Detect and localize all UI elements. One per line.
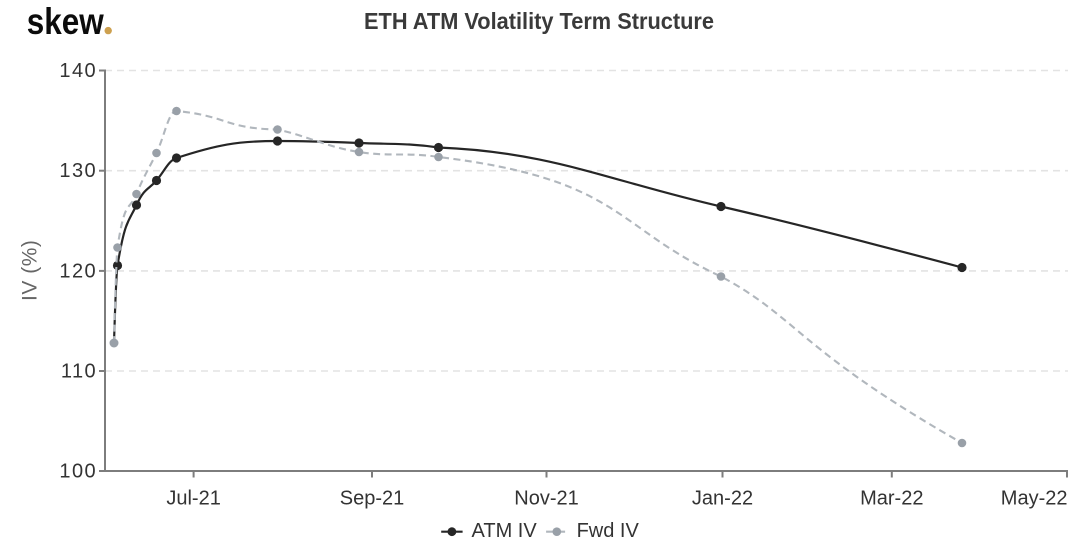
svg-text:May-22: May-22	[1001, 488, 1068, 510]
svg-text:Jan-22: Jan-22	[692, 488, 753, 510]
svg-text:Sep-21: Sep-21	[340, 488, 405, 510]
svg-text:140: 140	[59, 60, 97, 82]
svg-text:Nov-21: Nov-21	[514, 488, 578, 510]
svg-text:110: 110	[61, 361, 97, 383]
svg-text:Fwd IV: Fwd IV	[577, 520, 640, 542]
svg-text:ATM IV: ATM IV	[472, 520, 538, 542]
svg-text:100: 100	[59, 461, 97, 483]
svg-text:120: 120	[59, 260, 97, 282]
svg-text:Jul-21: Jul-21	[166, 488, 220, 510]
svg-text:ETH ATM Volatility Term Struct: ETH ATM Volatility Term Structure	[364, 8, 714, 34]
svg-text:IV (%): IV (%)	[19, 240, 42, 301]
svg-text:130: 130	[59, 160, 97, 182]
svg-text:Mar-22: Mar-22	[860, 488, 923, 510]
svg-text:skew: skew	[27, 1, 104, 42]
